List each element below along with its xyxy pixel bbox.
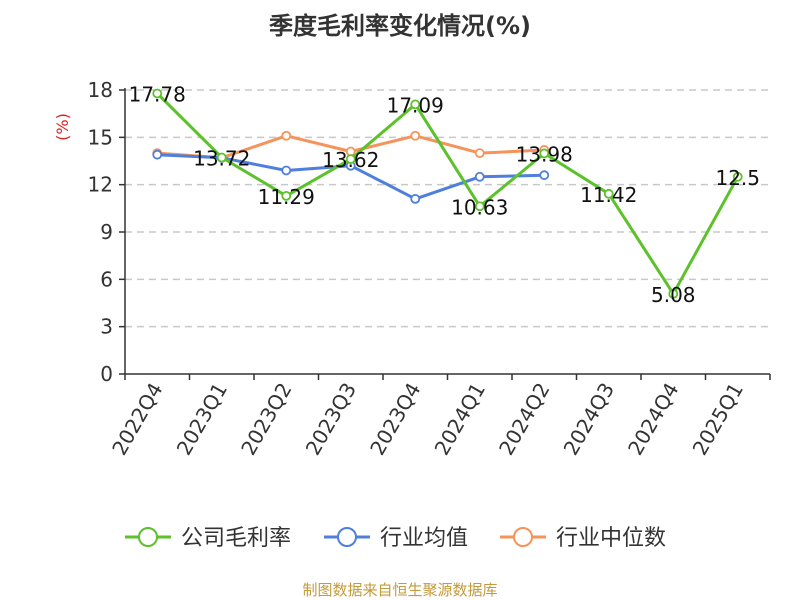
- company-gross-margin-point: [345, 154, 356, 165]
- company-gross-margin-point: [281, 190, 292, 201]
- x-tick-label: 2023Q1: [172, 379, 232, 460]
- legend-item-company-gross-margin[interactable]: 公司毛利率: [125, 526, 291, 551]
- company-gross-margin-point: [474, 201, 485, 212]
- data-label: 5.08: [651, 283, 696, 307]
- company-gross-margin-point: [603, 188, 614, 199]
- company-gross-margin-point: [410, 99, 421, 110]
- y-tick-label: 18: [88, 78, 113, 102]
- data-label: 13.72: [193, 147, 250, 171]
- data-labels: 17.78 13.72 11.29 13.62 17.09 10.63 13.98 11.42…: [129, 82, 760, 306]
- x-tick-labels: 2022Q4 2023Q1 2023Q2 2023Q3 2023Q4 2024Q1 2024…: [107, 379, 748, 460]
- company-gross-margin-point: [152, 88, 163, 99]
- axes: [119, 88, 771, 380]
- legend-label: 行业均值: [380, 526, 468, 551]
- x-tick-label: 2023Q4: [365, 379, 425, 460]
- legend-label: 公司毛利率: [181, 526, 291, 551]
- x-tick-label: 2023Q3: [301, 379, 361, 460]
- y-axis-label: (%): [53, 113, 72, 141]
- legend-marker-icon: [138, 527, 158, 547]
- x-tick-label: 2025Q1: [688, 379, 748, 460]
- x-tick-label: 2023Q2: [236, 379, 296, 460]
- company-gross-margin-line: [156, 92, 740, 296]
- y-tick-label: 12: [88, 173, 113, 197]
- legend-label: 行业中位数: [556, 526, 666, 551]
- y-tick-labels: 0 3 6 9 12 15 18: [88, 78, 113, 386]
- data-label: 17.78: [129, 82, 186, 106]
- industry-mean-point: [539, 170, 550, 181]
- industry-median-point: [410, 130, 421, 141]
- industry-median-point: [281, 130, 292, 141]
- data-label: 12.5: [715, 166, 760, 190]
- x-tick-label: 2024Q3: [559, 379, 619, 460]
- legend-item-industry-median[interactable]: 行业中位数: [500, 526, 666, 551]
- y-tick-label: 9: [100, 220, 113, 244]
- source-note: 制图数据来自恒生聚源数据库: [302, 581, 497, 599]
- x-tick-label: 2024Q4: [623, 379, 683, 460]
- legend-item-industry-mean[interactable]: 行业均值: [324, 526, 468, 551]
- industry-mean-point: [281, 165, 292, 176]
- industry-mean-point: [410, 193, 421, 204]
- data-label: 11.29: [258, 185, 315, 209]
- data-label: 11.42: [580, 183, 637, 207]
- industry-mean-point: [152, 149, 163, 160]
- y-tick-label: 3: [100, 315, 113, 339]
- x-tick-label: 2024Q2: [494, 379, 554, 460]
- x-tick-label: 2022Q4: [107, 379, 167, 460]
- chart-title: 季度毛利率变化情况(%): [269, 12, 531, 40]
- company-gross-margin-point: [539, 148, 550, 159]
- y-tick-label: 6: [100, 267, 113, 291]
- y-tick-label: 0: [100, 362, 113, 386]
- series-lines: [152, 88, 743, 299]
- industry-mean-point: [474, 171, 485, 182]
- company-gross-margin-point: [216, 152, 227, 163]
- legend: 公司毛利率 行业均值 行业中位数: [125, 526, 666, 551]
- data-label: 17.09: [387, 93, 444, 117]
- company-gross-margin-point: [732, 171, 743, 182]
- data-label: 13.62: [322, 148, 379, 172]
- legend-marker-icon: [337, 527, 357, 547]
- y-tick-label: 15: [88, 125, 113, 149]
- industry-median-point: [474, 148, 485, 159]
- x-tick-label: 2024Q1: [430, 379, 490, 460]
- data-label: 10.63: [451, 195, 508, 219]
- legend-marker-icon: [513, 527, 533, 547]
- company-gross-margin-point: [668, 288, 679, 299]
- data-label: 13.98: [516, 142, 573, 166]
